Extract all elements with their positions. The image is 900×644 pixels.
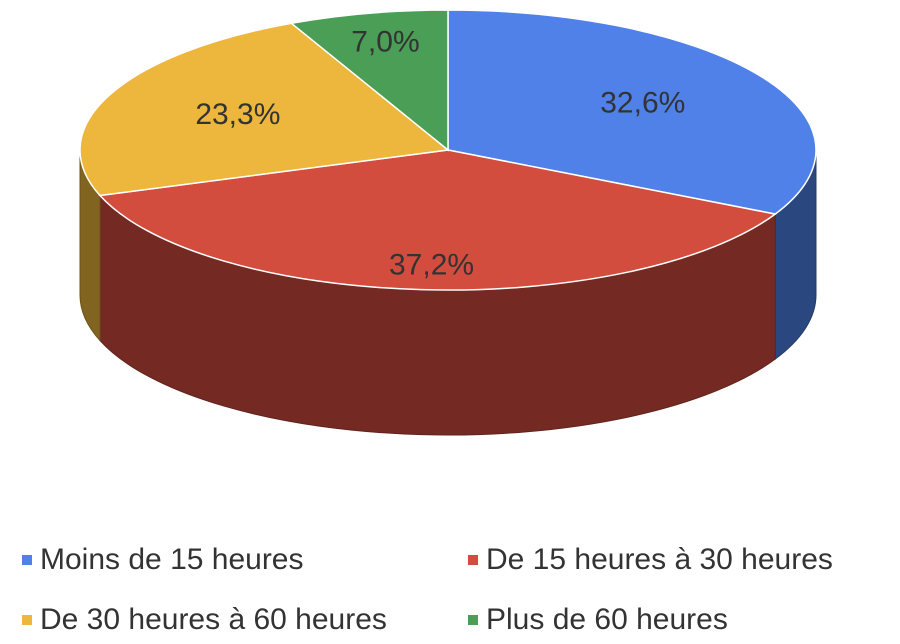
legend-label: De 15 heures à 30 heures xyxy=(486,543,833,576)
data-label: 32,6% xyxy=(600,87,685,120)
legend-swatch xyxy=(468,615,478,625)
slice xyxy=(447,9,817,215)
slice xyxy=(289,9,449,152)
legend-swatch xyxy=(22,615,32,625)
data-label: 23,3% xyxy=(195,98,280,131)
legend-label: De 30 heures à 60 heures xyxy=(40,603,387,636)
data-label: 37,2% xyxy=(389,248,474,281)
legend-label: Plus de 60 heures xyxy=(486,603,728,636)
slice xyxy=(79,22,450,197)
legend-label: Moins de 15 heures xyxy=(40,543,304,576)
legend-swatch xyxy=(468,555,478,565)
legend-swatch xyxy=(22,555,32,565)
slice xyxy=(98,149,777,291)
data-label: 7,0% xyxy=(351,25,419,58)
